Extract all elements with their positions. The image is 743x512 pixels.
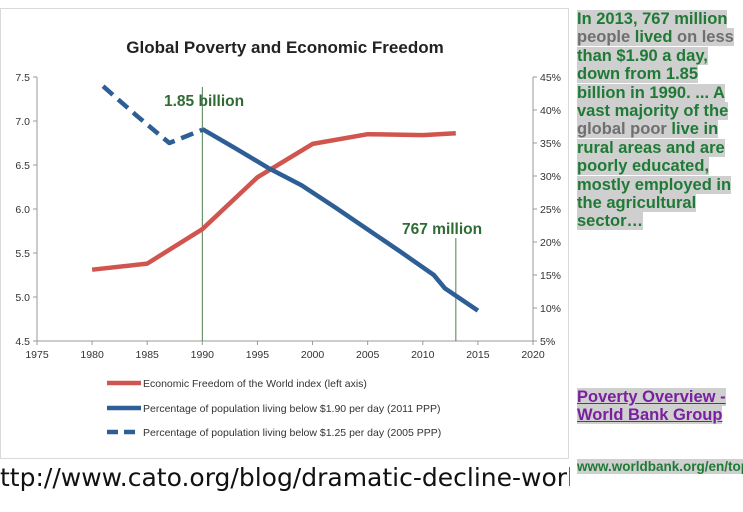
y-right-tick-label: 45%	[540, 72, 561, 84]
quote-segment: people	[577, 28, 631, 47]
y-right-tick-label: 5%	[540, 336, 555, 348]
quote-segment: million	[674, 10, 728, 28]
quote-segment: li	[630, 28, 644, 47]
y-right-tick-label: 20%	[540, 237, 561, 249]
url-text: www.worldbank.org/en/topic/poverty/overv…	[577, 459, 743, 474]
quote-text: In 2013, 767 million people lived on les…	[577, 10, 741, 231]
y-right-tick-label: 40%	[540, 105, 561, 117]
legend-label-1: Percentage of population living below $1…	[143, 403, 441, 415]
series-line-2	[101, 84, 204, 146]
annotation-label-2013: 767 million	[402, 221, 482, 238]
y-left-tick-label: 6.5	[15, 160, 30, 172]
x-tick-label: 1990	[191, 349, 215, 361]
link-text[interactable]: Poverty Overview - World Bank Group	[577, 388, 726, 425]
source-url-caption: ttp://www.cato.org/blog/dramatic-decline…	[0, 463, 570, 492]
source-url: www.worldbank.org/en/topic/poverty/overv…	[577, 458, 743, 475]
quote-segment: li	[666, 120, 681, 139]
legend-label-0: Economic Freedom of the World index (lef…	[143, 378, 367, 390]
quote-segment: In 2013, 767	[577, 10, 675, 28]
quote-segment: than	[577, 46, 617, 65]
quote-segment: down from 1.85 billion in 1990. ... A va…	[577, 65, 725, 121]
x-tick-label: 1975	[25, 349, 49, 361]
y-right-tick-label: 30%	[540, 171, 561, 183]
quote-segment: $1.90 a day,	[616, 46, 708, 65]
y-right-tick-label: 15%	[540, 270, 561, 282]
x-tick-label: 2005	[356, 349, 380, 361]
x-tick-label: 1995	[246, 349, 270, 361]
quote-segment: the	[703, 102, 729, 121]
series-line-1	[201, 127, 480, 313]
quote-segment: on less	[676, 28, 734, 47]
x-tick-label: 1980	[80, 349, 104, 361]
y-right-tick-label: 35%	[540, 138, 561, 150]
x-tick-label: 2010	[411, 349, 435, 361]
y-right-tick-label: 25%	[540, 204, 561, 216]
y-left-tick-label: 6.0	[15, 204, 30, 216]
annotation-label-1990: 1.85 billion	[164, 93, 244, 110]
y-left-tick-label: 5.0	[15, 292, 30, 304]
series-line-0	[91, 131, 456, 272]
poverty-overview-link[interactable]: Poverty Overview - World Bank Group	[577, 388, 741, 425]
y-left-tick-label: 5.5	[15, 248, 30, 260]
quote-segment: global poor	[577, 120, 667, 139]
y-left-tick-label: 4.5	[15, 336, 30, 348]
quote-segment: v	[643, 28, 654, 47]
quote-segment: ed	[653, 28, 677, 47]
x-tick-label: 1985	[136, 349, 160, 361]
x-tick-label: 2000	[301, 349, 325, 361]
x-tick-label: 2015	[466, 349, 490, 361]
y-left-tick-label: 7.5	[15, 72, 30, 84]
x-tick-label: 2020	[521, 349, 545, 361]
chart-border	[0, 8, 569, 459]
chart: Global Poverty and Economic Freedom 4.5 5.…	[0, 8, 569, 459]
legend-label-2: Percentage of population living below $1…	[143, 427, 441, 439]
y-left-tick-label: 7.0	[15, 116, 30, 128]
y-right-tick-label: 10%	[540, 303, 561, 315]
chart-title: Global Poverty and Economic Freedom	[126, 38, 443, 57]
quote-panel: In 2013, 767 million people lived on les…	[570, 0, 743, 512]
chart-svg: Global Poverty and Economic Freedom 4.5 5.…	[0, 8, 569, 459]
